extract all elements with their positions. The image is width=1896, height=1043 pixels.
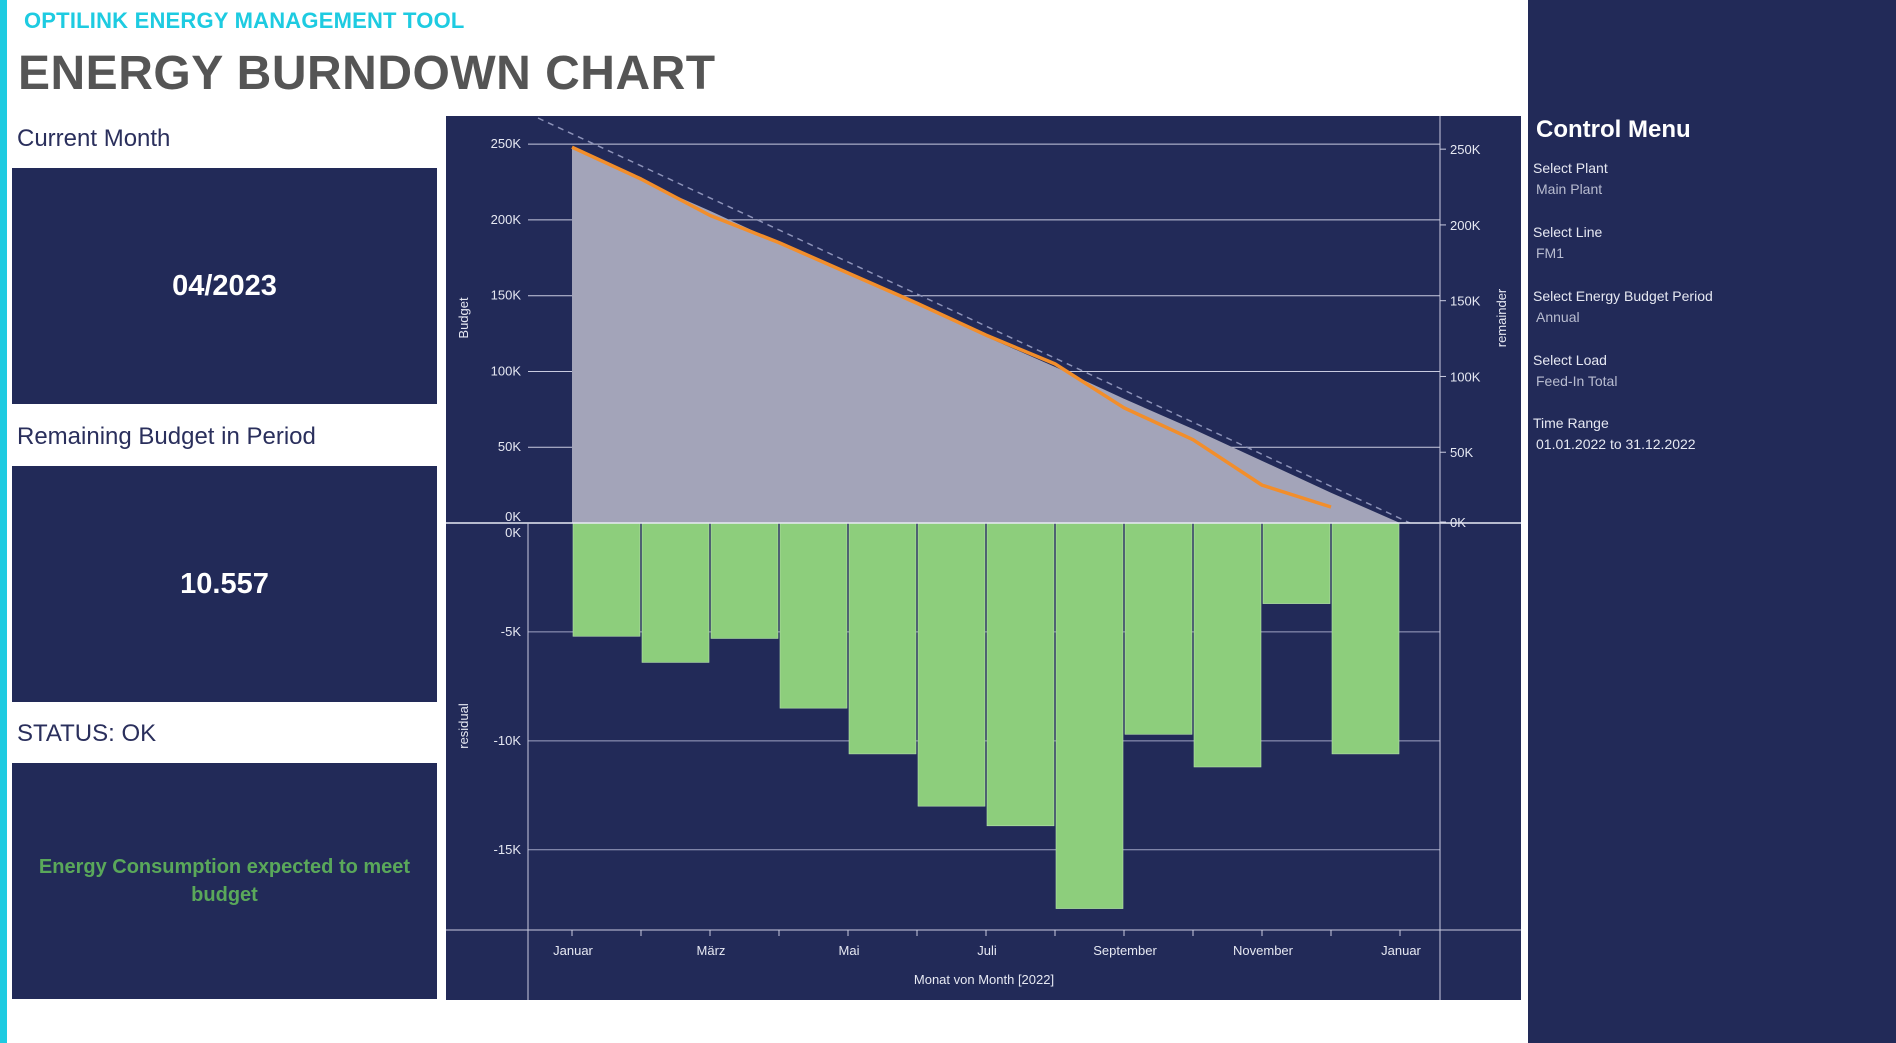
budget-area-layer	[537, 117, 1411, 524]
remaining-budget-value: 10.557	[180, 567, 269, 600]
current-month-value: 04/2023	[172, 269, 277, 302]
residual-bar	[848, 522, 917, 755]
top-left-tick-label: 50K	[498, 439, 521, 454]
x-tick-label: März	[697, 943, 726, 958]
select-load-filter[interactable]: Select Load Feed-In Total	[1533, 352, 1617, 389]
select-budget-period-label: Select Energy Budget Period	[1533, 288, 1713, 304]
axis-layer	[446, 116, 1521, 1000]
current-month-card: 04/2023	[12, 168, 437, 404]
top-left-axis-title: Budget	[456, 297, 471, 339]
residual-bar	[641, 522, 710, 663]
time-range-filter[interactable]: Time Range 01.01.2022 to 31.12.2022	[1533, 415, 1696, 452]
time-range-label: Time Range	[1533, 415, 1609, 431]
residual-bar	[917, 522, 986, 807]
top-right-tick-label: 100K	[1450, 369, 1481, 384]
residual-bar	[1124, 522, 1193, 735]
top-left-tick-label: 100K	[491, 363, 522, 378]
top-right-tick-label: 0K	[1450, 515, 1466, 530]
budget-area	[572, 148, 1400, 523]
residual-bar	[986, 522, 1055, 827]
x-tick-label: November	[1233, 943, 1294, 958]
top-left-tick-label: 0K	[505, 509, 521, 524]
x-axis-title: Monat von Month [2022]	[914, 972, 1054, 987]
x-tick-label: Januar	[1381, 943, 1421, 958]
select-line-label: Select Line	[1533, 224, 1603, 240]
select-plant-value[interactable]: Main Plant	[1536, 181, 1603, 197]
residual-bar	[572, 522, 641, 637]
status-card: Energy Consumption expected to meet budg…	[12, 763, 437, 999]
top-left-tick-label: 150K	[491, 288, 522, 303]
top-left-tick-label: 200K	[491, 212, 522, 227]
current-month-label: Current Month	[17, 125, 171, 152]
residual-bar	[1331, 522, 1400, 755]
tick-labels-layer: 0K 50K 100K 150K 200K 250K 0K 50K 100K 150K 200K 25…	[456, 136, 1509, 987]
select-budget-period-value[interactable]: Annual	[1536, 309, 1580, 325]
residual-bar	[779, 522, 848, 709]
accent-bar	[0, 0, 7, 1043]
top-right-tick-label: 200K	[1450, 218, 1481, 233]
select-line-filter[interactable]: Select Line FM1	[1533, 224, 1602, 261]
x-tick-label: September	[1093, 943, 1157, 958]
x-tick-label: Juli	[977, 943, 997, 958]
bottom-tick-label: -15K	[494, 842, 522, 857]
x-tick-label: Januar	[553, 943, 593, 958]
select-plant-filter[interactable]: Select Plant Main Plant	[1533, 160, 1608, 197]
select-budget-period-filter[interactable]: Select Energy Budget Period Annual	[1533, 288, 1713, 325]
top-left-tick-label: 250K	[491, 136, 522, 151]
top-right-tick-label: 150K	[1450, 294, 1481, 309]
app-title: OPTILINK ENERGY MANAGEMENT TOOL	[24, 8, 465, 33]
residual-bar	[710, 522, 779, 639]
select-load-label: Select Load	[1533, 352, 1607, 368]
top-right-tick-label: 50K	[1450, 445, 1473, 460]
remainder-line-layer	[571, 145, 1332, 509]
burndown-chart-svg[interactable]: 0K 50K 100K 150K 200K 250K 0K 50K 100K 150K 200K 25…	[446, 116, 1521, 1000]
residual-bar	[1055, 522, 1124, 909]
burndown-chart[interactable]: 0K 50K 100K 150K 200K 250K 0K 50K 100K 150K 200K 25…	[446, 116, 1521, 1000]
top-right-tick-label: 250K	[1450, 142, 1481, 157]
bottom-axis-title: residual	[456, 703, 471, 749]
status-message: Energy Consumption expected to meet budg…	[38, 856, 411, 906]
residual-bars-layer	[572, 522, 1400, 909]
time-range-value[interactable]: 01.01.2022 to 31.12.2022	[1536, 436, 1696, 452]
bottom-tick-label: 0K	[505, 525, 521, 540]
select-load-value[interactable]: Feed-In Total	[1536, 373, 1618, 389]
control-menu-title: Control Menu	[1536, 116, 1691, 143]
page-title: ENERGY BURNDOWN CHART	[18, 47, 716, 100]
select-plant-label: Select Plant	[1533, 160, 1608, 176]
control-menu-panel: Control Menu Select Plant Main Plant Sel…	[1528, 0, 1896, 1043]
remainder-line	[571, 145, 1332, 509]
top-right-axis-title: remainder	[1494, 288, 1509, 347]
bottom-tick-label: -5K	[501, 624, 522, 639]
x-tick-label: Mai	[839, 943, 860, 958]
select-line-value[interactable]: FM1	[1536, 245, 1564, 261]
remaining-budget-card: 10.557	[12, 466, 437, 702]
residual-bar	[1262, 522, 1331, 604]
bottom-tick-label: -10K	[494, 733, 522, 748]
remaining-budget-label: Remaining Budget in Period	[17, 423, 316, 450]
status-label: STATUS: OK	[17, 720, 157, 747]
residual-bar	[1193, 522, 1262, 768]
